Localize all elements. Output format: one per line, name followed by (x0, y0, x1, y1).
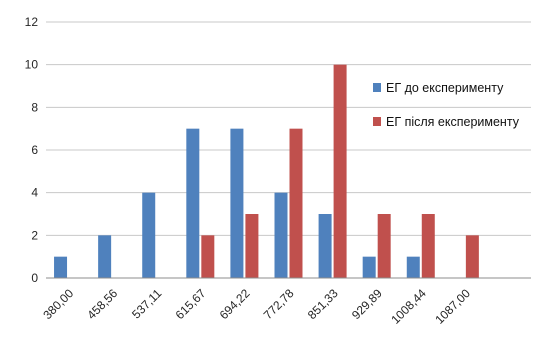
bar-series-2 (289, 128, 303, 278)
x-tick-label: 772,78 (261, 286, 297, 322)
y-tick-label: 12 (25, 15, 39, 29)
bar-series-1 (98, 235, 112, 278)
x-axis-tick-labels: 380,00 458,56 537,11 615,67 694,22 772,78 851,… (40, 286, 473, 327)
legend-swatch (373, 83, 381, 92)
x-tick-label: 694,22 (217, 286, 253, 322)
x-tick-label: 929,89 (349, 286, 385, 322)
bar-series-1 (318, 214, 332, 278)
bars (54, 64, 479, 279)
legend-label: ЕГ до експерименту (386, 81, 504, 95)
x-tick-label: 458,56 (84, 286, 120, 322)
bar-series-1 (142, 192, 156, 278)
bar-series-2 (377, 214, 391, 278)
y-axis-tick-labels: 0 2 4 6 8 10 12 (25, 15, 39, 285)
x-tick-label: 615,67 (173, 286, 209, 322)
legend: ЕГ до експерименту ЕГ після експерименту (373, 81, 520, 129)
y-tick-label: 2 (31, 228, 38, 242)
legend-swatch (373, 117, 381, 126)
bar-series-1 (54, 256, 68, 278)
x-tick-label: 1008,44 (388, 286, 429, 327)
bar-series-2 (333, 64, 347, 279)
x-tick-label: 1087,00 (432, 286, 473, 327)
legend-label: ЕГ після експерименту (386, 115, 520, 129)
bar-series-2 (201, 235, 215, 278)
bar-series-2 (465, 235, 479, 278)
bar-series-2 (245, 214, 259, 278)
y-tick-label: 6 (31, 143, 38, 157)
bar-series-1 (186, 128, 200, 278)
x-tick-label: 851,33 (305, 286, 341, 322)
x-tick-label: 537,11 (129, 286, 164, 321)
gridlines (46, 21, 531, 236)
y-tick-label: 10 (25, 58, 39, 72)
bar-series-1 (406, 256, 420, 278)
bar-series-2 (421, 214, 435, 278)
bar-series-1 (230, 128, 244, 278)
y-tick-label: 4 (31, 186, 38, 200)
y-tick-label: 0 (31, 271, 38, 285)
bar-series-1 (274, 192, 288, 278)
y-tick-label: 8 (31, 100, 38, 114)
x-tick-label: 380,00 (40, 286, 76, 322)
bar-series-1 (362, 256, 376, 278)
